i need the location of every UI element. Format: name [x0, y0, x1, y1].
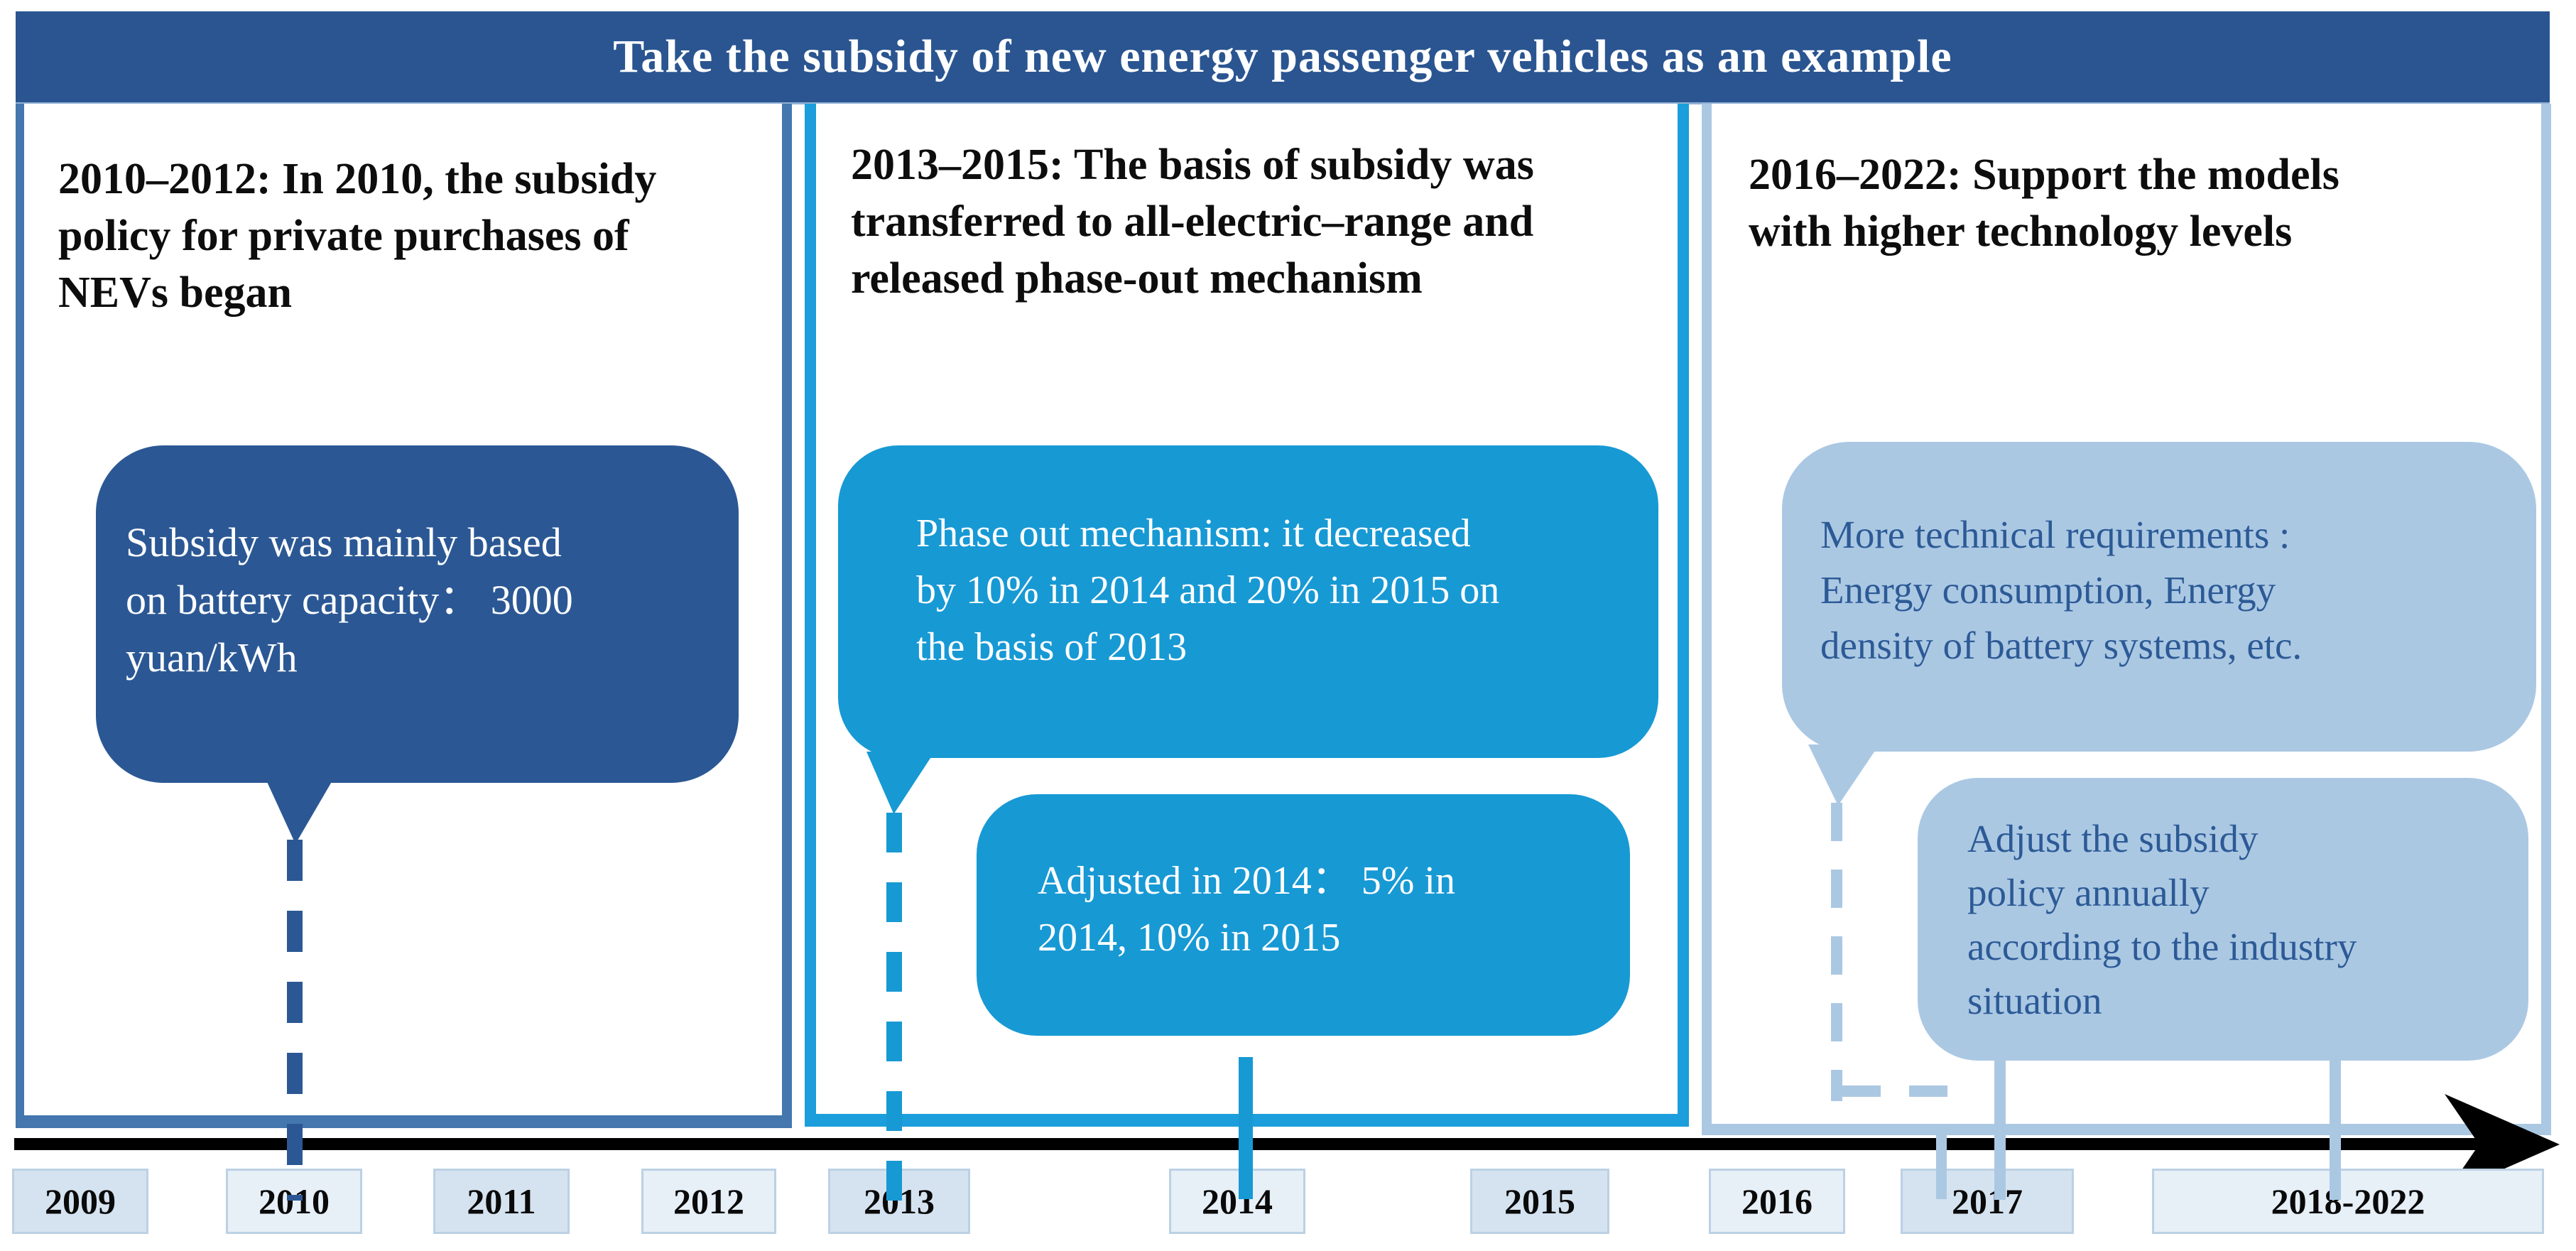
bubble-adjusted-2014-text: Adjusted in 2014： 5% in 2014, 10% in 201…	[1038, 859, 1455, 960]
bubble-technical-requirements-text: More technical requirements : Energy con…	[1820, 513, 2303, 667]
year-label-2012: 2012	[641, 1169, 776, 1234]
bubble-adjusted-2014: Adjusted in 2014： 5% in 2014, 10% in 201…	[977, 794, 1630, 1036]
bubble-battery-capacity-text: Subsidy was mainly based on battery capa…	[126, 519, 573, 681]
dashed-connector-2010	[287, 840, 303, 1201]
bubble-phase-out-text: Phase out mechanism: it decreased by 10%…	[916, 511, 1500, 669]
panel-heading-2010-2012: 2010–2012: In 2010, the subsidy policy f…	[58, 155, 657, 317]
connector-2018-2022	[2330, 1061, 2341, 1200]
title-bar: Take the subsidy of new energy passenger…	[16, 11, 2550, 102]
panel-heading-2013-2015: 2013–2015: The basis of subsidy was tran…	[851, 141, 1534, 303]
year-label-2014: 2014	[1169, 1169, 1305, 1234]
bubble-adjust-annually: Adjust the subsidy policy annually accor…	[1918, 778, 2528, 1061]
diagram-title: Take the subsidy of new energy passenger…	[613, 31, 1952, 82]
panel-heading-2016-2022: 2016–2022: Support the models with highe…	[1749, 151, 2339, 256]
bubble-technical-requirements: More technical requirements : Energy con…	[1782, 442, 2536, 752]
bubble-adjust-annually-text: Adjust the subsidy policy annually accor…	[1967, 817, 2357, 1022]
connector-2017-short	[1936, 1131, 1947, 1199]
dashed-connector-2016-vertical	[1831, 803, 1842, 1101]
year-label-2009: 2009	[12, 1169, 148, 1234]
dashed-connector-2013	[886, 813, 902, 1201]
year-label-2018-2022: 2018-2022	[2152, 1169, 2544, 1234]
bubble-battery-capacity: Subsidy was mainly based on battery capa…	[96, 445, 739, 783]
connector-2017	[1994, 1061, 2006, 1200]
year-label-2017: 2017	[1901, 1169, 2074, 1234]
bubble-phase-out: Phase out mechanism: it decreased by 10%…	[838, 445, 1658, 758]
connector-2014	[1239, 1057, 1253, 1199]
year-label-2016: 2016	[1709, 1169, 1845, 1234]
year-label-2011: 2011	[433, 1169, 570, 1234]
year-label-2015: 2015	[1470, 1169, 1609, 1234]
dashed-connector-2016-elbow	[1842, 1085, 1967, 1097]
